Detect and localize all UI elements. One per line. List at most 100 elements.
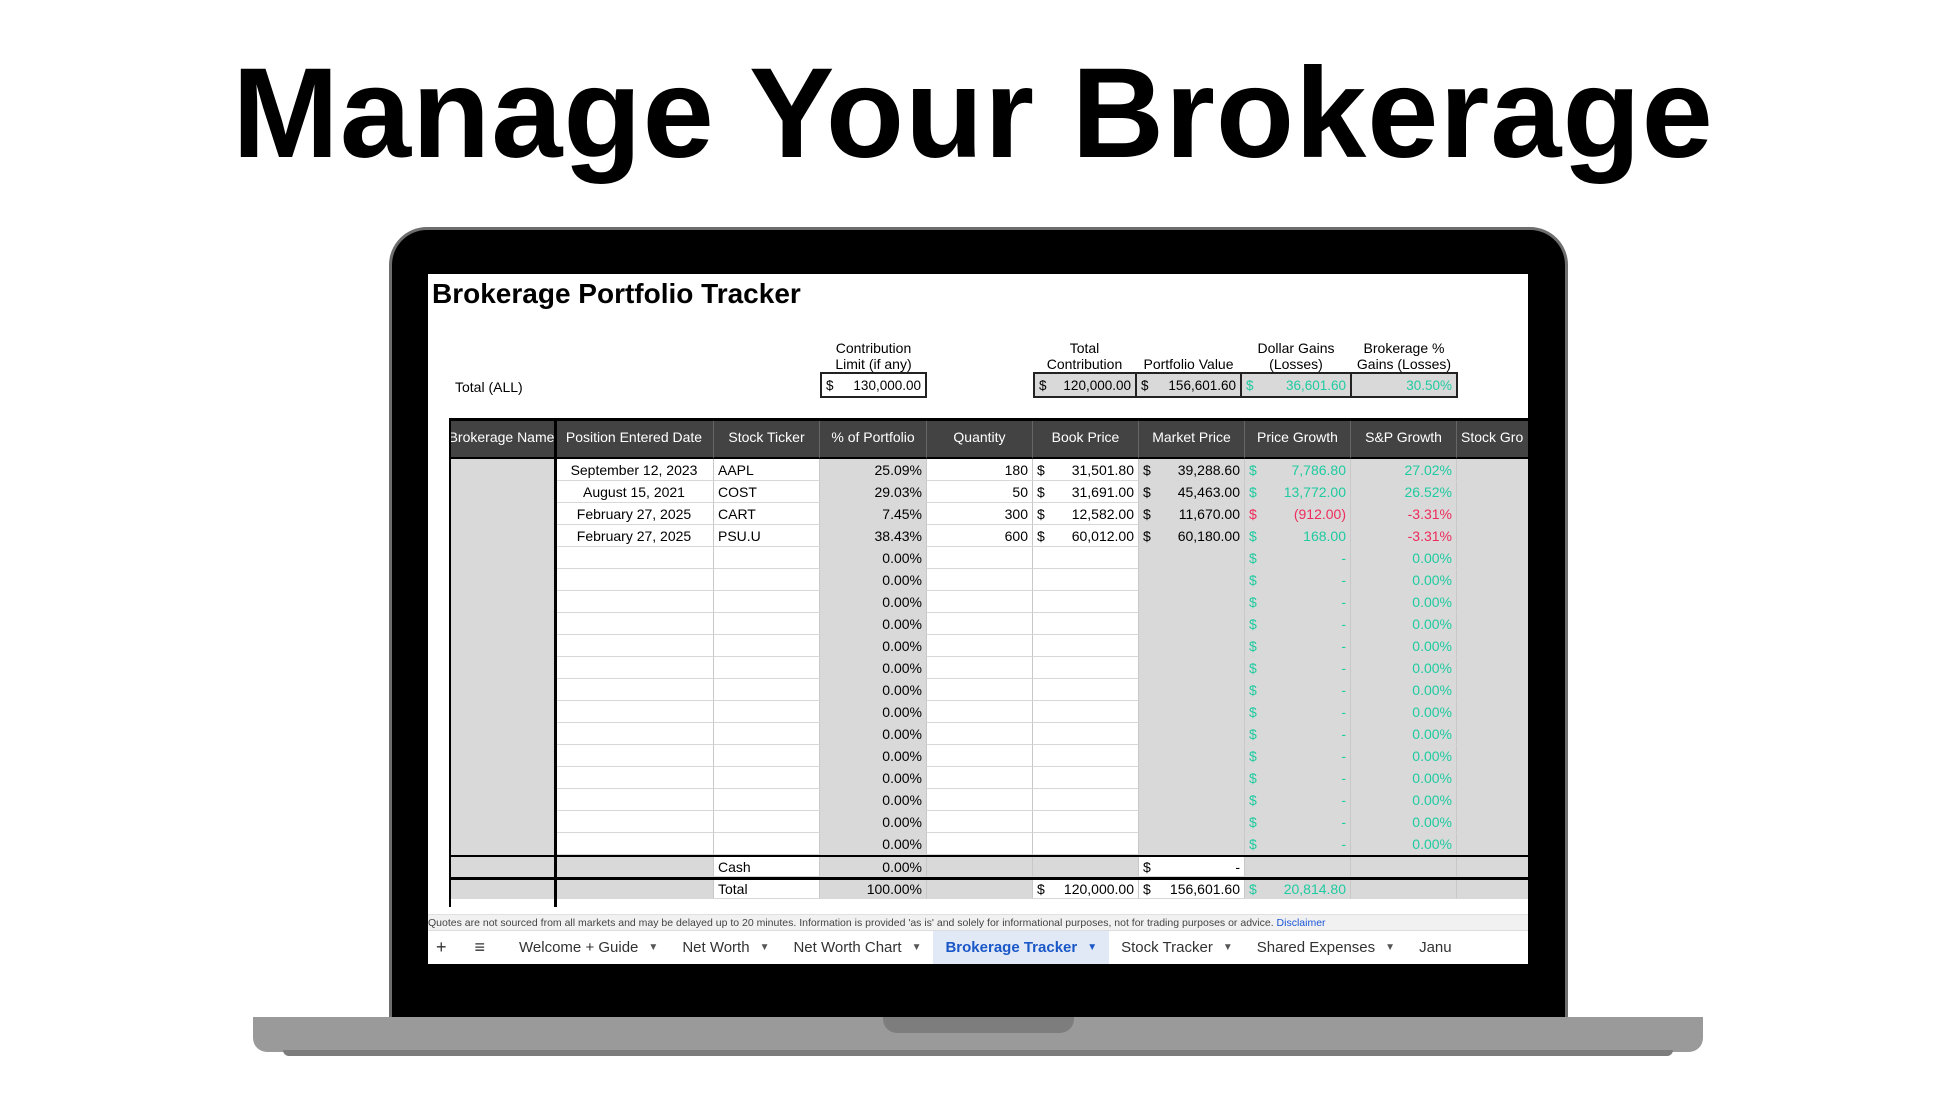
- book-price-cell[interactable]: [1033, 547, 1139, 569]
- ticker-cell[interactable]: [714, 657, 820, 679]
- pct-portfolio-cell[interactable]: 29.03%: [820, 481, 927, 503]
- pct-portfolio-cell[interactable]: 0.00%: [820, 547, 927, 569]
- book-price-cell[interactable]: $31,691.00: [1033, 481, 1139, 503]
- sp-growth-cell[interactable]: 0.00%: [1351, 833, 1457, 855]
- market-price-cell[interactable]: [1139, 635, 1245, 657]
- stock-growth-cell[interactable]: [1457, 767, 1528, 789]
- ticker-cell[interactable]: [714, 833, 820, 855]
- sp-growth-cell[interactable]: 0.00%: [1351, 591, 1457, 613]
- date-cell[interactable]: [555, 679, 714, 701]
- price-growth-cell[interactable]: $ -: [1245, 745, 1351, 767]
- stock-growth-cell[interactable]: [1457, 613, 1528, 635]
- pct-portfolio-cell[interactable]: 0.00%: [820, 745, 927, 767]
- brokerage-name-cell[interactable]: [449, 767, 555, 789]
- stock-growth-cell[interactable]: [1457, 657, 1528, 679]
- date-cell[interactable]: [555, 657, 714, 679]
- portfolio-value-cell[interactable]: $156,601.60: [1135, 372, 1242, 398]
- stock-growth-cell[interactable]: 0: [1457, 525, 1528, 547]
- stock-growth-cell[interactable]: [1457, 701, 1528, 723]
- sp-growth-cell[interactable]: 0.00%: [1351, 679, 1457, 701]
- chevron-down-icon[interactable]: ▼: [759, 942, 770, 953]
- stock-growth-cell[interactable]: [1457, 745, 1528, 767]
- cash-pct-cell[interactable]: 0.00%: [820, 857, 927, 877]
- pct-portfolio-cell[interactable]: 7.45%: [820, 503, 927, 525]
- price-growth-cell[interactable]: $7,786.80: [1245, 459, 1351, 481]
- ticker-cell[interactable]: [714, 635, 820, 657]
- pct-portfolio-cell[interactable]: 0.00%: [820, 789, 927, 811]
- price-growth-cell[interactable]: $ -: [1245, 635, 1351, 657]
- stock-growth-cell[interactable]: [1457, 679, 1528, 701]
- book-price-cell[interactable]: [1033, 723, 1139, 745]
- brokerage-name-cell[interactable]: [449, 525, 555, 547]
- price-growth-cell[interactable]: $ -: [1245, 701, 1351, 723]
- market-price-cell[interactable]: $45,463.00: [1139, 481, 1245, 503]
- brokerage-name-cell[interactable]: [449, 503, 555, 525]
- date-cell[interactable]: [555, 789, 714, 811]
- ticker-cell[interactable]: [714, 745, 820, 767]
- book-price-cell[interactable]: [1033, 569, 1139, 591]
- quantity-cell[interactable]: [927, 811, 1033, 833]
- column-header-3[interactable]: % of Portfolio: [820, 418, 927, 459]
- pct-portfolio-cell[interactable]: 0.00%: [820, 701, 927, 723]
- brokerage-name-cell[interactable]: [449, 857, 555, 877]
- tab-janu[interactable]: Janu: [1407, 931, 1464, 964]
- sp-growth-cell[interactable]: [1351, 857, 1457, 877]
- market-price-cell[interactable]: [1139, 723, 1245, 745]
- market-price-cell[interactable]: $39,288.60: [1139, 459, 1245, 481]
- book-price-cell[interactable]: [1033, 679, 1139, 701]
- book-price-cell[interactable]: [1033, 701, 1139, 723]
- date-cell[interactable]: [555, 811, 714, 833]
- stock-growth-cell[interactable]: [1457, 635, 1528, 657]
- price-growth-cell[interactable]: $168.00: [1245, 525, 1351, 547]
- date-cell[interactable]: [555, 723, 714, 745]
- stock-growth-cell[interactable]: [1457, 569, 1528, 591]
- price-growth-cell[interactable]: $ -: [1245, 833, 1351, 855]
- brokerage-name-cell[interactable]: [449, 701, 555, 723]
- book-price-cell[interactable]: [1033, 591, 1139, 613]
- sp-growth-cell[interactable]: 0.00%: [1351, 723, 1457, 745]
- sp-growth-cell[interactable]: 0.00%: [1351, 635, 1457, 657]
- quantity-cell[interactable]: [927, 745, 1033, 767]
- market-price-cell[interactable]: $60,180.00: [1139, 525, 1245, 547]
- total-book-cell[interactable]: $120,000.00: [1033, 880, 1139, 899]
- market-price-cell[interactable]: [1139, 547, 1245, 569]
- total-growth-cell[interactable]: $20,814.80: [1245, 880, 1351, 899]
- ticker-cell[interactable]: [714, 767, 820, 789]
- stock-growth-cell[interactable]: [1457, 811, 1528, 833]
- price-growth-cell[interactable]: $ -: [1245, 657, 1351, 679]
- sp-growth-cell[interactable]: 0.00%: [1351, 657, 1457, 679]
- brokerage-name-cell[interactable]: [449, 613, 555, 635]
- stock-growth-cell[interactable]: [1457, 857, 1528, 877]
- brokerage-name-cell[interactable]: [449, 833, 555, 855]
- total-market-cell[interactable]: $156,601.60: [1139, 880, 1245, 899]
- market-price-cell[interactable]: [1139, 701, 1245, 723]
- sp-growth-cell[interactable]: 0.00%: [1351, 613, 1457, 635]
- date-cell[interactable]: [555, 767, 714, 789]
- pct-portfolio-cell[interactable]: 0.00%: [820, 723, 927, 745]
- date-cell[interactable]: [555, 547, 714, 569]
- quantity-cell[interactable]: [927, 635, 1033, 657]
- market-price-cell[interactable]: [1139, 767, 1245, 789]
- tab-net-worth-chart[interactable]: Net Worth Chart ▼: [781, 931, 933, 964]
- stock-growth-cell[interactable]: [1457, 723, 1528, 745]
- market-price-cell[interactable]: [1139, 811, 1245, 833]
- brokerage-name-cell[interactable]: [449, 880, 555, 899]
- sp-growth-cell[interactable]: 0.00%: [1351, 745, 1457, 767]
- market-price-cell[interactable]: $11,670.00: [1139, 503, 1245, 525]
- ticker-cell[interactable]: [714, 569, 820, 591]
- brokerage-name-cell[interactable]: [449, 591, 555, 613]
- price-growth-cell[interactable]: $ -: [1245, 613, 1351, 635]
- brokerage-name-cell[interactable]: [449, 569, 555, 591]
- total-pct-cell[interactable]: 100.00%: [820, 880, 927, 899]
- column-header-1[interactable]: Position Entered Date: [555, 418, 714, 459]
- stock-growth-cell[interactable]: 43: [1457, 481, 1528, 503]
- stock-growth-cell[interactable]: 24: [1457, 459, 1528, 481]
- date-cell[interactable]: [555, 880, 714, 899]
- all-sheets-icon[interactable]: ≡: [474, 937, 486, 957]
- brokerage-name-cell[interactable]: [449, 723, 555, 745]
- total-label[interactable]: Total: [714, 880, 820, 899]
- book-price-cell[interactable]: $12,582.00: [1033, 503, 1139, 525]
- book-price-cell[interactable]: $60,012.00: [1033, 525, 1139, 547]
- brokerage-name-cell[interactable]: [449, 745, 555, 767]
- market-price-cell[interactable]: [1139, 613, 1245, 635]
